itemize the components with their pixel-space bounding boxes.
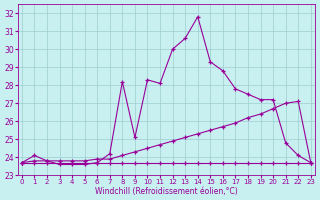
X-axis label: Windchill (Refroidissement éolien,°C): Windchill (Refroidissement éolien,°C): [95, 187, 238, 196]
